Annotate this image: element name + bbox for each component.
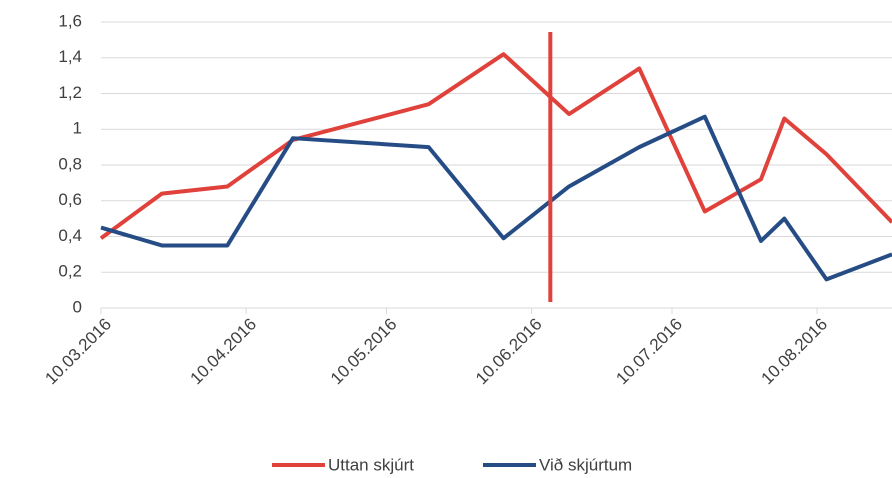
y-tick-label: 1,6 xyxy=(58,11,82,30)
y-tick-label: 0 xyxy=(73,297,82,316)
y-tick-label: 1,4 xyxy=(58,47,82,66)
x-tick-label: 10.06.2016 xyxy=(472,315,546,389)
x-tick-label: 10.08.2016 xyxy=(758,315,832,389)
y-tick-label: 0,6 xyxy=(58,190,82,209)
y-tick-label: 1,2 xyxy=(58,83,82,102)
y-tick-label: 0,2 xyxy=(58,262,82,281)
legend-label: Uttan skjúrt xyxy=(328,455,414,474)
series-line xyxy=(100,114,892,282)
series-line xyxy=(99,52,892,240)
x-tick-label: 10.04.2016 xyxy=(186,315,260,389)
x-tick-label: 10.07.2016 xyxy=(612,315,686,389)
y-tick-label: 0,4 xyxy=(58,226,82,245)
x-tick-label: 10.03.2016 xyxy=(41,315,115,389)
y-tick-label: 1 xyxy=(73,119,82,138)
x-tick-label: 10.05.2016 xyxy=(327,315,401,389)
legend-label: Við skjúrtum xyxy=(539,455,632,474)
y-tick-label: 0,8 xyxy=(58,154,82,173)
